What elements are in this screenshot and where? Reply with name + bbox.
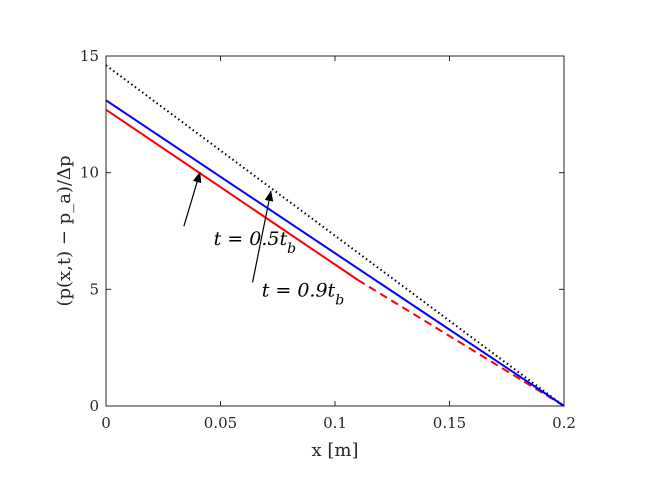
tick-layer: 0 0.05 0.1 0.15 0.2 0 5 10 15 (80, 47, 576, 432)
y-axis-label: (p(x,t) − p_a)/Δp (54, 155, 75, 306)
x-tick-label: 0 (101, 414, 111, 432)
series-line-4 (105, 99, 565, 407)
plot-area (106, 56, 564, 406)
y-tick-label: 15 (80, 47, 99, 65)
x-tick-label: 0.1 (323, 414, 347, 432)
x-tick-label: 0.05 (204, 414, 237, 432)
series-line-2 (105, 108, 359, 281)
y-tick-label: 0 (89, 397, 99, 415)
series-layer (105, 64, 565, 407)
x-tick-label: 0.2 (552, 414, 576, 432)
y-tick-label: 5 (89, 280, 99, 298)
annotation-arrow-1 (183, 171, 202, 227)
x-axis-label: x [m] (312, 440, 359, 461)
y-tick-label: 10 (80, 164, 99, 182)
series-line-1 (105, 64, 565, 407)
x-tick-label: 0.15 (433, 414, 466, 432)
annotation-arrow-2 (251, 190, 274, 283)
series-line-3 (357, 279, 565, 407)
